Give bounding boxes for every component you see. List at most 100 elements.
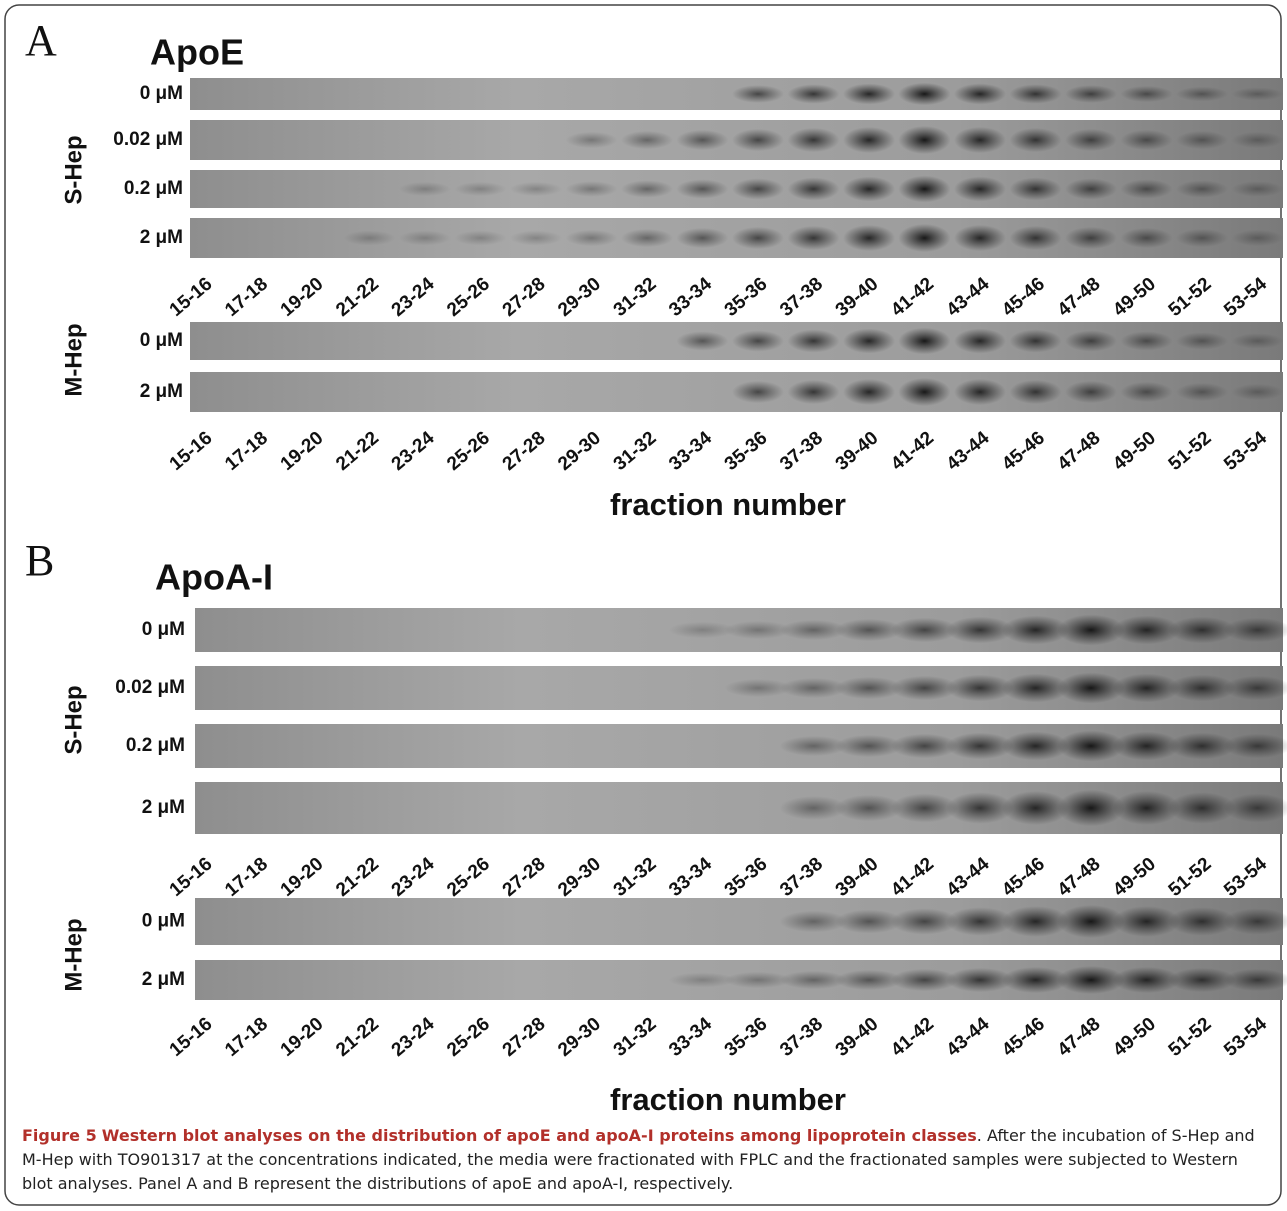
blot-band bbox=[890, 968, 959, 992]
fraction-label: 29-30 bbox=[554, 1014, 605, 1061]
blot-band bbox=[732, 128, 784, 152]
blot-band bbox=[732, 380, 784, 404]
blot-band bbox=[510, 230, 562, 246]
fraction-label: 37-38 bbox=[776, 1014, 827, 1061]
blot-band bbox=[835, 734, 903, 758]
blot-band bbox=[890, 733, 959, 759]
fraction-label: 53-54 bbox=[1220, 1013, 1271, 1061]
blot-band bbox=[676, 129, 729, 151]
blot-band bbox=[1223, 968, 1287, 992]
blot-band bbox=[621, 228, 673, 248]
blot-band bbox=[510, 181, 562, 197]
blot-band bbox=[843, 328, 895, 354]
fraction-label: 39-40 bbox=[832, 274, 883, 321]
blot-band bbox=[454, 230, 507, 246]
fraction-label: 25-26 bbox=[443, 1014, 494, 1061]
blot-band bbox=[1168, 616, 1236, 644]
blot-band bbox=[1120, 331, 1173, 351]
blot-band bbox=[1223, 675, 1287, 701]
blot-band bbox=[1176, 332, 1228, 350]
blot-band bbox=[732, 85, 784, 103]
blot-band bbox=[835, 676, 903, 700]
fraction-label: 27-28 bbox=[499, 274, 550, 321]
concentration-label: 0 μM bbox=[142, 619, 185, 640]
blot-band bbox=[946, 674, 1014, 702]
blot-band bbox=[621, 180, 673, 198]
fraction-label: 19-20 bbox=[277, 1014, 328, 1061]
concentration-label: 0 μM bbox=[140, 83, 183, 104]
panel-title: ApoE bbox=[150, 32, 244, 73]
blot-band bbox=[1065, 85, 1117, 103]
blot-band bbox=[954, 328, 1006, 354]
concentration-label: 2 μM bbox=[140, 227, 183, 248]
fraction-label: 27-28 bbox=[499, 1014, 550, 1061]
fraction-label: 37-38 bbox=[776, 428, 827, 475]
blot-band bbox=[946, 616, 1014, 644]
fraction-label: 51-52 bbox=[1165, 854, 1216, 901]
fraction-label: 41-42 bbox=[887, 274, 938, 321]
fraction-label: 21-22 bbox=[332, 274, 383, 321]
fraction-label: 45-46 bbox=[998, 274, 1049, 321]
blot-band bbox=[1168, 792, 1236, 824]
blot-band bbox=[1231, 181, 1284, 197]
axis-label: fraction number bbox=[610, 487, 846, 522]
blot-band bbox=[1009, 225, 1062, 251]
blot-band bbox=[676, 227, 729, 249]
fraction-label: 21-22 bbox=[332, 428, 383, 475]
fraction-label: 39-40 bbox=[832, 428, 883, 475]
fraction-label: 35-36 bbox=[721, 854, 772, 901]
panel-title: ApoA-I bbox=[155, 557, 273, 598]
caption-text: . After the incubation of S-Hep and M-He… bbox=[22, 1126, 1255, 1193]
fraction-label: 31-32 bbox=[610, 428, 661, 475]
blot-band bbox=[835, 618, 903, 642]
blot-band bbox=[724, 971, 792, 989]
concentration-label: 2 μM bbox=[142, 797, 185, 818]
blot-band bbox=[343, 230, 396, 246]
blot-band bbox=[1176, 86, 1228, 102]
fraction-label: 19-20 bbox=[277, 854, 328, 901]
fraction-label: 31-32 bbox=[610, 1014, 661, 1061]
fraction-label: 47-48 bbox=[1054, 428, 1105, 475]
blot-band bbox=[1001, 790, 1070, 826]
fraction-label: 47-48 bbox=[1054, 1014, 1105, 1061]
blot-band bbox=[1231, 131, 1284, 149]
fraction-label: 35-36 bbox=[721, 274, 772, 321]
blot-band bbox=[1231, 229, 1284, 247]
fraction-label: 49-50 bbox=[1109, 428, 1160, 475]
blot-band bbox=[1057, 965, 1125, 995]
fraction-label: 29-30 bbox=[554, 854, 605, 901]
blot-band bbox=[454, 181, 507, 197]
blot-band bbox=[1057, 672, 1125, 704]
blot-band bbox=[1065, 380, 1117, 404]
fraction-label: 43-44 bbox=[943, 427, 994, 475]
fraction-label: 53-54 bbox=[1220, 273, 1271, 321]
blot-band bbox=[954, 83, 1006, 105]
fraction-label: 19-20 bbox=[277, 274, 328, 321]
blot-band bbox=[1001, 906, 1070, 937]
fraction-label: 49-50 bbox=[1109, 274, 1160, 321]
blot-band bbox=[787, 329, 840, 353]
fraction-label: 43-44 bbox=[943, 853, 994, 901]
fraction-label: 27-28 bbox=[499, 854, 550, 901]
blot-band bbox=[1168, 907, 1236, 936]
fraction-label: 43-44 bbox=[943, 273, 994, 321]
fraction-label: 27-28 bbox=[499, 428, 550, 475]
blot-band bbox=[787, 225, 840, 251]
blot-band bbox=[1176, 382, 1228, 402]
blot-band bbox=[1120, 227, 1173, 249]
fraction-label: 41-42 bbox=[887, 1014, 938, 1061]
blot-band bbox=[1231, 87, 1284, 101]
blot-band bbox=[843, 378, 895, 406]
blot-band bbox=[843, 176, 895, 202]
blot-band bbox=[565, 181, 618, 197]
blot-band bbox=[835, 794, 903, 822]
fraction-label: 21-22 bbox=[332, 1014, 383, 1061]
fraction-label: 29-30 bbox=[554, 274, 605, 321]
fraction-label: 21-22 bbox=[332, 854, 383, 901]
blot-band bbox=[1009, 84, 1062, 104]
blot-band bbox=[1120, 179, 1173, 199]
blot-band bbox=[843, 126, 895, 154]
concentration-label: 0 μM bbox=[140, 330, 183, 351]
blot-band bbox=[724, 678, 792, 698]
